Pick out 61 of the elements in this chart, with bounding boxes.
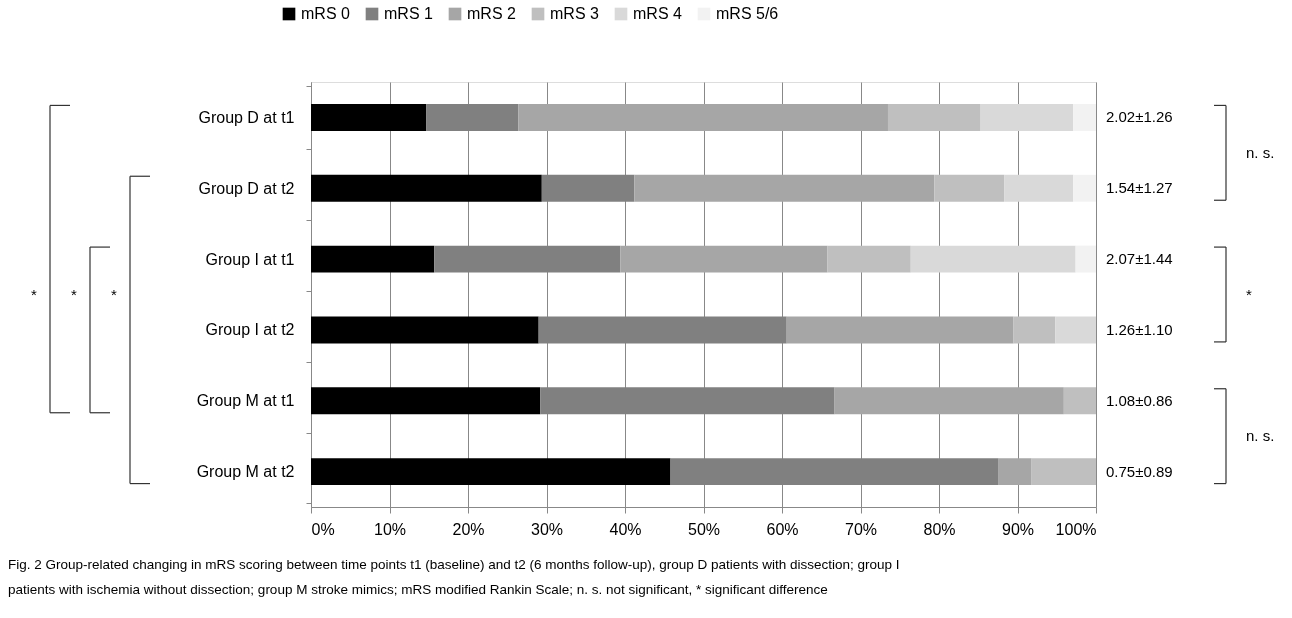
bar (910, 245, 1076, 273)
legend-label: mRS 3 (550, 5, 599, 22)
bar (311, 245, 435, 273)
x-tick-label: 40% (609, 520, 642, 538)
bar (518, 103, 888, 131)
x-tick-label: 50% (687, 520, 721, 538)
bar (1013, 316, 1056, 344)
bar (834, 387, 1064, 415)
y-tick-label: Group D at t1 (198, 108, 295, 126)
bar (1075, 245, 1096, 273)
x-tick-label: 60% (766, 520, 799, 538)
text: 2.07±1.44 (1106, 250, 1173, 268)
bar (1004, 174, 1074, 202)
bar (1073, 103, 1096, 131)
legend-label: mRS 5/6 (716, 5, 779, 22)
legend-label: mRS 4 (633, 5, 682, 22)
x-tick-label: 80% (923, 520, 956, 538)
text: 0.75±0.89 (1106, 462, 1173, 480)
text: * (31, 285, 38, 303)
text: n. s. (1246, 427, 1275, 445)
bar (786, 316, 1014, 344)
y-tick-label: Group M at t2 (196, 463, 295, 481)
text: 1.08±0.86 (1106, 391, 1173, 409)
x-tick-label: 0% (311, 520, 335, 538)
text: * (71, 285, 78, 303)
x-tick-label: 30% (530, 520, 564, 538)
bar (311, 316, 539, 344)
bar (998, 458, 1032, 486)
text: 1.26±1.10 (1106, 320, 1173, 338)
text: * (1246, 285, 1252, 303)
bar (887, 103, 981, 131)
x-tick-label: 20% (452, 520, 485, 538)
x-tick-label: 100% (1055, 520, 1097, 538)
bar (311, 458, 671, 486)
bar (980, 103, 1074, 131)
y-tick-label: Group I at t2 (205, 321, 295, 339)
bar (311, 174, 542, 202)
caption: Fig. 2 Group-related changing in mRS scoring between time points t1 (baseline) and t2 (6 months follow-up), group D patients with dissection; group I patients with ischemia without dissection; group M stroke mimics; mRS modified Rankin Scale; n. s. not significant, * significant difference (8, 557, 900, 597)
bar (620, 245, 828, 273)
legend-label: mRS 2 (467, 5, 516, 22)
legend-label: mRS 1 (384, 5, 433, 22)
bar (634, 174, 935, 202)
y-tick-label: Group M at t1 (196, 392, 295, 410)
bar (1055, 316, 1096, 344)
text: 1.54±1.27 (1106, 179, 1173, 197)
y-tick-label: Group D at t2 (198, 179, 295, 197)
x-tick-label: 70% (844, 520, 878, 538)
bar (934, 174, 1005, 202)
x-tick-label: 90% (1001, 520, 1035, 538)
bar (827, 245, 911, 273)
bar (311, 103, 427, 131)
x-tick-label: 10% (373, 520, 407, 538)
y-tick-label: Group I at t1 (205, 250, 295, 268)
legend-label: mRS 0 (301, 5, 350, 22)
bar (1063, 387, 1096, 415)
text: 2.02±1.26 (1106, 108, 1173, 126)
bar (311, 387, 541, 415)
bar (1073, 174, 1096, 202)
bar (1031, 458, 1096, 486)
text: n. s. (1246, 143, 1275, 161)
text: * (111, 285, 118, 303)
